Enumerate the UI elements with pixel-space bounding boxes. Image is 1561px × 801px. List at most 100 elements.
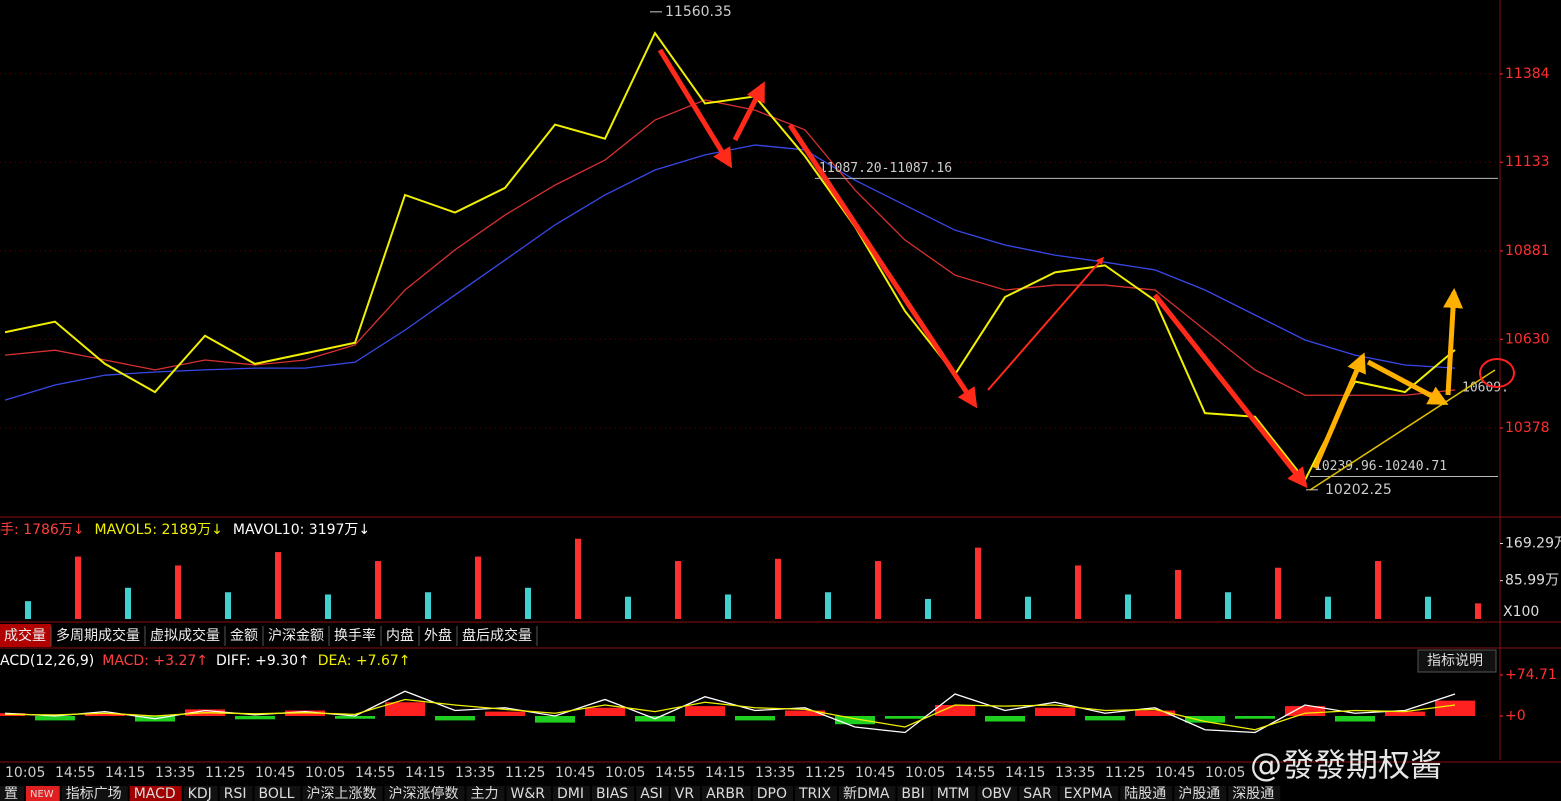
tab[interactable]: 多周期成交量 — [56, 627, 140, 644]
tab-bg[interactable] — [420, 624, 457, 647]
tool-bg[interactable] — [302, 786, 383, 801]
tool-bg[interactable] — [254, 786, 301, 801]
tool[interactable]: 新DMA — [843, 786, 890, 801]
tool[interactable]: TRIX — [798, 786, 831, 801]
tool[interactable]: 沪股通 — [1178, 786, 1220, 801]
x-tick-label: 10:45 — [255, 765, 295, 781]
volume-bar — [925, 598, 931, 619]
tab[interactable]: 沪深金额 — [268, 628, 324, 644]
macd-bar — [1185, 716, 1225, 723]
tool[interactable]: 沪深涨停数 — [388, 785, 458, 801]
tool[interactable]: DMI — [557, 786, 584, 801]
volume-bar — [875, 561, 881, 619]
tool[interactable]: W&R — [510, 786, 545, 801]
tool[interactable]: 深股通 — [1232, 786, 1274, 801]
macd-bar — [1335, 716, 1375, 722]
tool-bg[interactable] — [702, 786, 751, 801]
tool[interactable]: 主力 — [470, 786, 498, 801]
tool[interactable]: ARBR — [706, 786, 745, 801]
tool-bg[interactable] — [0, 786, 24, 801]
tool-bg[interactable] — [129, 786, 182, 801]
tool-bg[interactable] — [506, 786, 551, 801]
tool[interactable]: 沪深上涨数 — [306, 786, 376, 801]
tool[interactable]: NEW — [30, 789, 54, 800]
tool[interactable]: VR — [675, 786, 695, 801]
tool-bg[interactable] — [552, 786, 590, 801]
tool-bg[interactable] — [932, 786, 976, 801]
tab[interactable]: 盘后成交量 — [462, 627, 532, 644]
volume-bar — [1375, 561, 1381, 619]
tab-bg[interactable] — [458, 624, 537, 647]
y-tick-label: 10881 — [1505, 243, 1550, 259]
tool-bg[interactable] — [61, 786, 128, 801]
tool-bg[interactable] — [1019, 786, 1058, 801]
tool[interactable]: SAR — [1023, 786, 1052, 801]
tool-bg[interactable] — [752, 786, 793, 801]
tool-bg[interactable] — [794, 786, 837, 801]
tool-bg[interactable] — [838, 786, 896, 801]
price-line — [4, 31, 1456, 482]
tool-bg[interactable] — [384, 786, 465, 801]
tool[interactable]: 置 — [4, 786, 18, 801]
tab-bg[interactable] — [52, 624, 145, 647]
tool-bg[interactable] — [219, 786, 253, 801]
button-bg[interactable] — [1417, 649, 1497, 673]
tab-bg[interactable] — [264, 624, 329, 647]
watermark: @發發期权酱 — [1250, 746, 1442, 784]
tool-bg[interactable] — [26, 786, 60, 801]
tab[interactable]: 换手率 — [334, 627, 376, 644]
tool[interactable]: DPO — [757, 786, 787, 801]
tool[interactable]: MTM — [937, 786, 970, 801]
y-tick-label: 10630 — [1505, 331, 1550, 347]
help-button[interactable]: 指标说明 — [1427, 653, 1483, 669]
x-tick-label: 14:55 — [55, 765, 95, 781]
volume-panel: 手: 1786万↓ MAVOL5: 2189万↓ MAVOL10: 3197万↓ 16… — [0, 522, 1561, 620]
tool[interactable]: MACD — [134, 786, 176, 801]
x-tick-label: 14:55 — [955, 765, 995, 781]
volume-header: 手: 1786万↓ — [0, 522, 85, 538]
tool-bg[interactable] — [466, 786, 505, 801]
tool[interactable]: BOLL — [259, 786, 295, 801]
tool-bg[interactable] — [636, 786, 669, 801]
macd-bar — [85, 713, 125, 716]
tab[interactable]: 成交量 — [4, 627, 46, 644]
x-tick-label: 14:15 — [405, 765, 445, 781]
y-tick-label: 169.29万 — [1505, 536, 1561, 552]
volume-bar — [1475, 603, 1481, 619]
x-tick-label: 10:45 — [555, 765, 595, 781]
tool[interactable]: ASI — [640, 786, 663, 801]
tool-bg[interactable] — [1120, 786, 1173, 801]
y-tick-label: 85.99万 — [1505, 573, 1559, 589]
tool[interactable]: RSI — [224, 786, 247, 801]
tab[interactable]: 外盘 — [424, 627, 452, 644]
tab[interactable]: 内盘 — [386, 627, 414, 644]
tool[interactable]: KDJ — [188, 786, 212, 801]
tab-bg[interactable] — [330, 624, 381, 647]
tool-bg[interactable] — [591, 786, 635, 801]
tab-bg[interactable] — [146, 624, 225, 647]
tab-bg[interactable] — [382, 624, 419, 647]
low-label: 10202.25 — [1325, 482, 1392, 498]
tool-bg[interactable] — [1228, 786, 1281, 801]
tool-bg[interactable] — [670, 786, 701, 801]
tool-bg[interactable] — [1174, 786, 1227, 801]
tab-bg[interactable] — [0, 624, 51, 647]
volume-bar — [25, 601, 31, 619]
tab[interactable]: 金额 — [230, 628, 258, 644]
tool[interactable]: EXPMA — [1064, 786, 1113, 801]
annotation-arrows — [657, 48, 1515, 491]
tool[interactable]: OBV — [981, 786, 1011, 801]
tool-bg[interactable] — [977, 786, 1018, 801]
tab-bg[interactable] — [226, 624, 263, 647]
x-tick-label: 13:35 — [1055, 765, 1095, 781]
tool-bg[interactable] — [1059, 786, 1119, 801]
tab[interactable]: 虚拟成交量 — [150, 627, 220, 644]
tool[interactable]: 指标广场 — [66, 786, 122, 801]
tool[interactable]: BIAS — [596, 786, 628, 801]
tool[interactable]: 陆股通 — [1124, 786, 1166, 801]
tool-bg[interactable] — [183, 786, 218, 801]
tool-bg[interactable] — [897, 786, 931, 801]
tool[interactable]: BBI — [901, 786, 924, 801]
